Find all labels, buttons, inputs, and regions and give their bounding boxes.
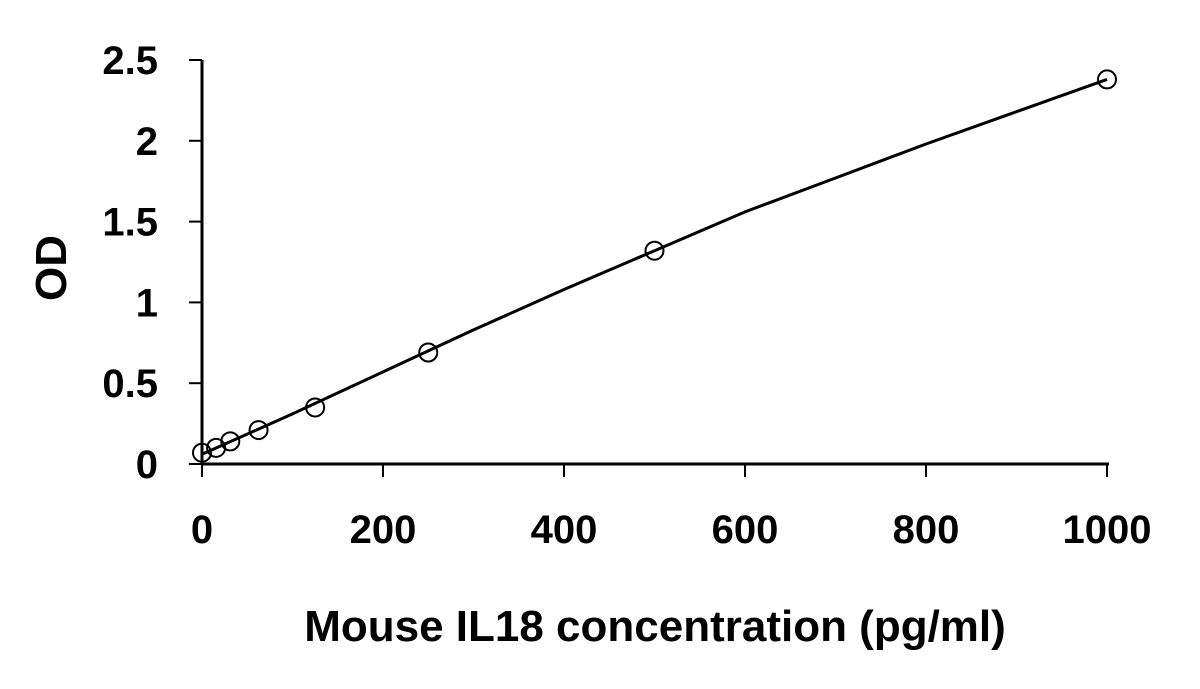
x-tick-label: 400 [531,508,598,552]
fit-line [201,77,1108,456]
data-point [1097,69,1117,90]
x-axis-title: Mouse IL18 concentration (pg/ml) [304,602,1006,651]
x-tick-label: 800 [893,508,960,552]
x-tick-label: 200 [350,508,417,552]
ticks: 0 200 400 600 800 1000 0 0.5 1 1.5 2 2.5 [102,39,1151,552]
plot-area [200,60,1109,466]
data-point [192,442,212,463]
y-tick-label: 2.5 [102,39,158,83]
data-point [220,431,241,452]
data-point [248,420,269,441]
data-points [192,69,1117,463]
data-point [644,240,665,261]
data-point [305,397,326,418]
y-tick-label: 0.5 [102,362,158,406]
y-tick-label: 0 [136,443,158,487]
x-tick-label: 0 [191,508,213,552]
y-tick-label: 2 [136,120,158,164]
x-tick-label: 1000 [1063,508,1152,552]
y-tick-label: 1.5 [102,201,158,245]
fit-line-group [201,77,1108,456]
data-point [418,342,439,363]
y-tick-label: 1 [136,281,158,325]
x-tick-label: 600 [712,508,779,552]
y-axis-title: OD [27,235,76,301]
